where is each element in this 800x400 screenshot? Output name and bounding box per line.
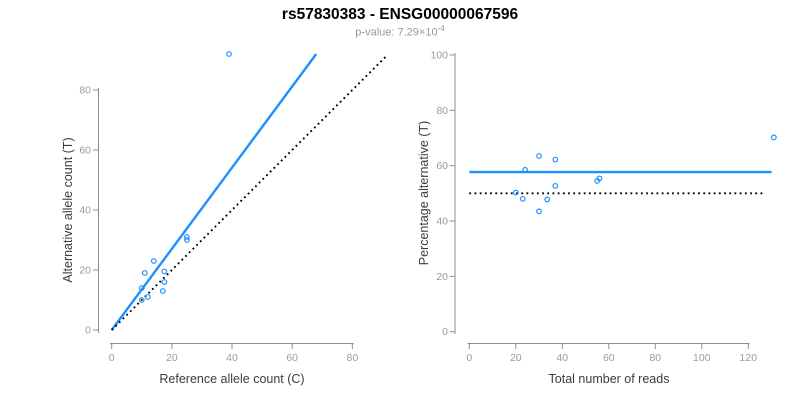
- page-title: rs57830383 - ENSG00000067596: [281, 6, 519, 23]
- data-point: [159, 288, 166, 294]
- data-point: [522, 166, 528, 173]
- percentage-panel: 0 20 40 60 80 100 120 0 20 40 60 80 100: [430, 50, 777, 364]
- y-tick-label: 20: [436, 271, 448, 283]
- data-point: [552, 156, 559, 163]
- data-point: [519, 195, 526, 202]
- data-point: [536, 153, 542, 159]
- left-y-axis-label: Alternative allele count (T): [61, 137, 75, 283]
- data-point: [144, 294, 151, 300]
- y-tick-label: 100: [430, 50, 448, 62]
- y-tick-label: 0: [85, 325, 91, 337]
- data-point: [536, 208, 542, 215]
- data-point: [161, 279, 168, 285]
- y-tick-label: 60: [436, 160, 448, 172]
- x-tick-label: 40: [556, 352, 568, 364]
- data-point: [161, 268, 168, 275]
- x-tick-label: 60: [603, 352, 615, 364]
- right-y-axis-label: Percentage alternative (T): [417, 120, 431, 266]
- data-point: [183, 234, 190, 240]
- x-tick-label: 100: [693, 352, 711, 364]
- x-tick-label: 40: [226, 352, 238, 364]
- data-point: [226, 51, 232, 57]
- x-tick-label: 20: [510, 352, 522, 364]
- right-x-axis-label: Total number of reads: [548, 372, 670, 386]
- data-point: [141, 270, 148, 276]
- data-point: [512, 189, 519, 196]
- x-tick-label: 0: [109, 352, 115, 364]
- p-value-exponent: -4: [437, 24, 445, 33]
- data-point: [544, 196, 551, 203]
- allele-counts-panel: 0 20 40 60 80 0 20 40 60 80: [79, 51, 387, 364]
- y-tick-label: 0: [442, 326, 448, 338]
- p-value-text: p-value: 7.29×10: [355, 26, 438, 39]
- y-tick-label: 20: [79, 265, 91, 277]
- data-point: [552, 182, 559, 189]
- y-tick-label: 80: [436, 105, 448, 117]
- regression-line: [110, 53, 318, 331]
- left-x-axis-label: Reference allele count (C): [159, 372, 305, 386]
- y-tick-label: 60: [79, 145, 91, 157]
- identity-line: [111, 56, 387, 331]
- data-point: [770, 134, 777, 141]
- x-tick-label: 0: [466, 352, 472, 364]
- y-tick-label: 40: [436, 216, 448, 228]
- x-tick-label: 20: [166, 352, 178, 364]
- data-point: [138, 285, 145, 291]
- data-point: [150, 258, 157, 264]
- x-tick-label: 60: [286, 352, 298, 364]
- x-tick-label: 80: [649, 352, 661, 364]
- data-point: [594, 177, 601, 184]
- data-point: [183, 237, 190, 243]
- y-tick-label: 40: [79, 205, 91, 217]
- data-point: [138, 297, 145, 303]
- y-tick-label: 80: [79, 85, 91, 97]
- p-value-subtitle: p-value: 7.29×10-4: [0, 24, 800, 39]
- x-tick-label: 80: [346, 352, 358, 364]
- x-tick-label: 120: [740, 352, 758, 364]
